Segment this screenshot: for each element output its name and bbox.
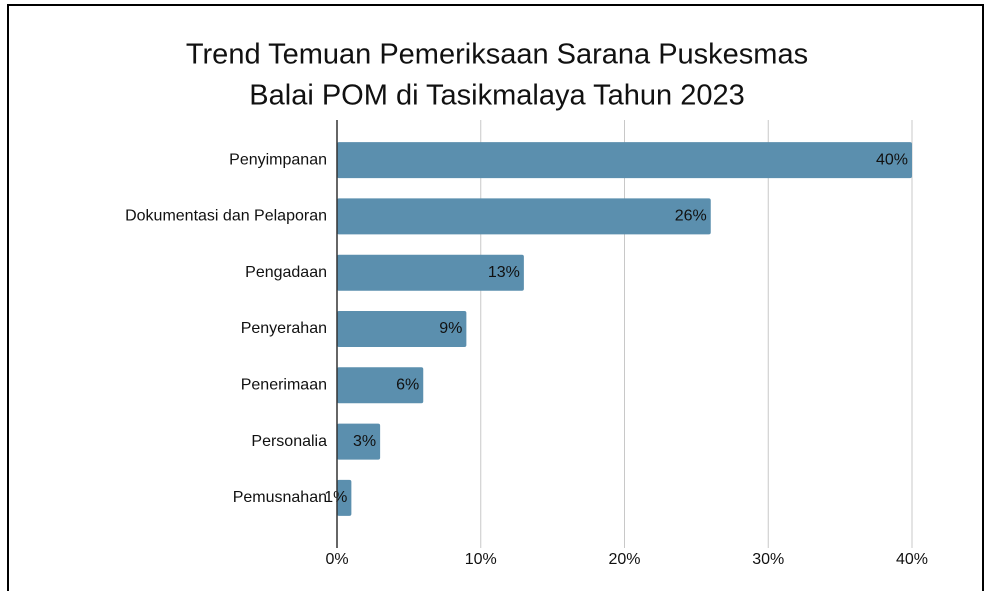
frame bbox=[7, 4, 984, 591]
x-tick-label: 30% bbox=[752, 551, 784, 568]
chart-title: Trend Temuan Pemeriksaan Sarana Puskesma… bbox=[186, 39, 808, 71]
value-label: 6% bbox=[396, 377, 419, 394]
x-tick-label: 0% bbox=[325, 551, 348, 568]
y-tick-label: Pengadaan bbox=[245, 264, 327, 281]
bar bbox=[337, 254, 524, 291]
bar bbox=[337, 198, 711, 235]
y-tick-label: Pemusnahan bbox=[233, 489, 327, 506]
x-tick-label: 40% bbox=[896, 551, 928, 568]
bar bbox=[337, 142, 912, 179]
value-label: 26% bbox=[675, 208, 707, 225]
bar bbox=[337, 423, 381, 460]
value-label: 1% bbox=[324, 489, 347, 506]
value-label: 40% bbox=[876, 151, 908, 168]
y-tick-label: Penyerahan bbox=[241, 320, 327, 337]
bar bbox=[337, 311, 467, 347]
bar bbox=[337, 367, 424, 404]
chart-title: Balai POM di Tasikmalaya Tahun 2023 bbox=[249, 80, 744, 112]
x-tick-label: 20% bbox=[608, 551, 640, 568]
value-label: 13% bbox=[488, 264, 520, 281]
y-tick-label: Dokumentasi dan Pelaporan bbox=[125, 208, 327, 225]
y-tick-label: Penerimaan bbox=[241, 377, 327, 394]
x-tick-label: 10% bbox=[465, 551, 497, 568]
value-label: 3% bbox=[353, 433, 376, 450]
value-label: 9% bbox=[439, 320, 462, 337]
bar bbox=[337, 479, 352, 516]
y-tick-label: Personalia bbox=[251, 433, 327, 450]
y-tick-label: Penyimpanan bbox=[229, 151, 327, 168]
